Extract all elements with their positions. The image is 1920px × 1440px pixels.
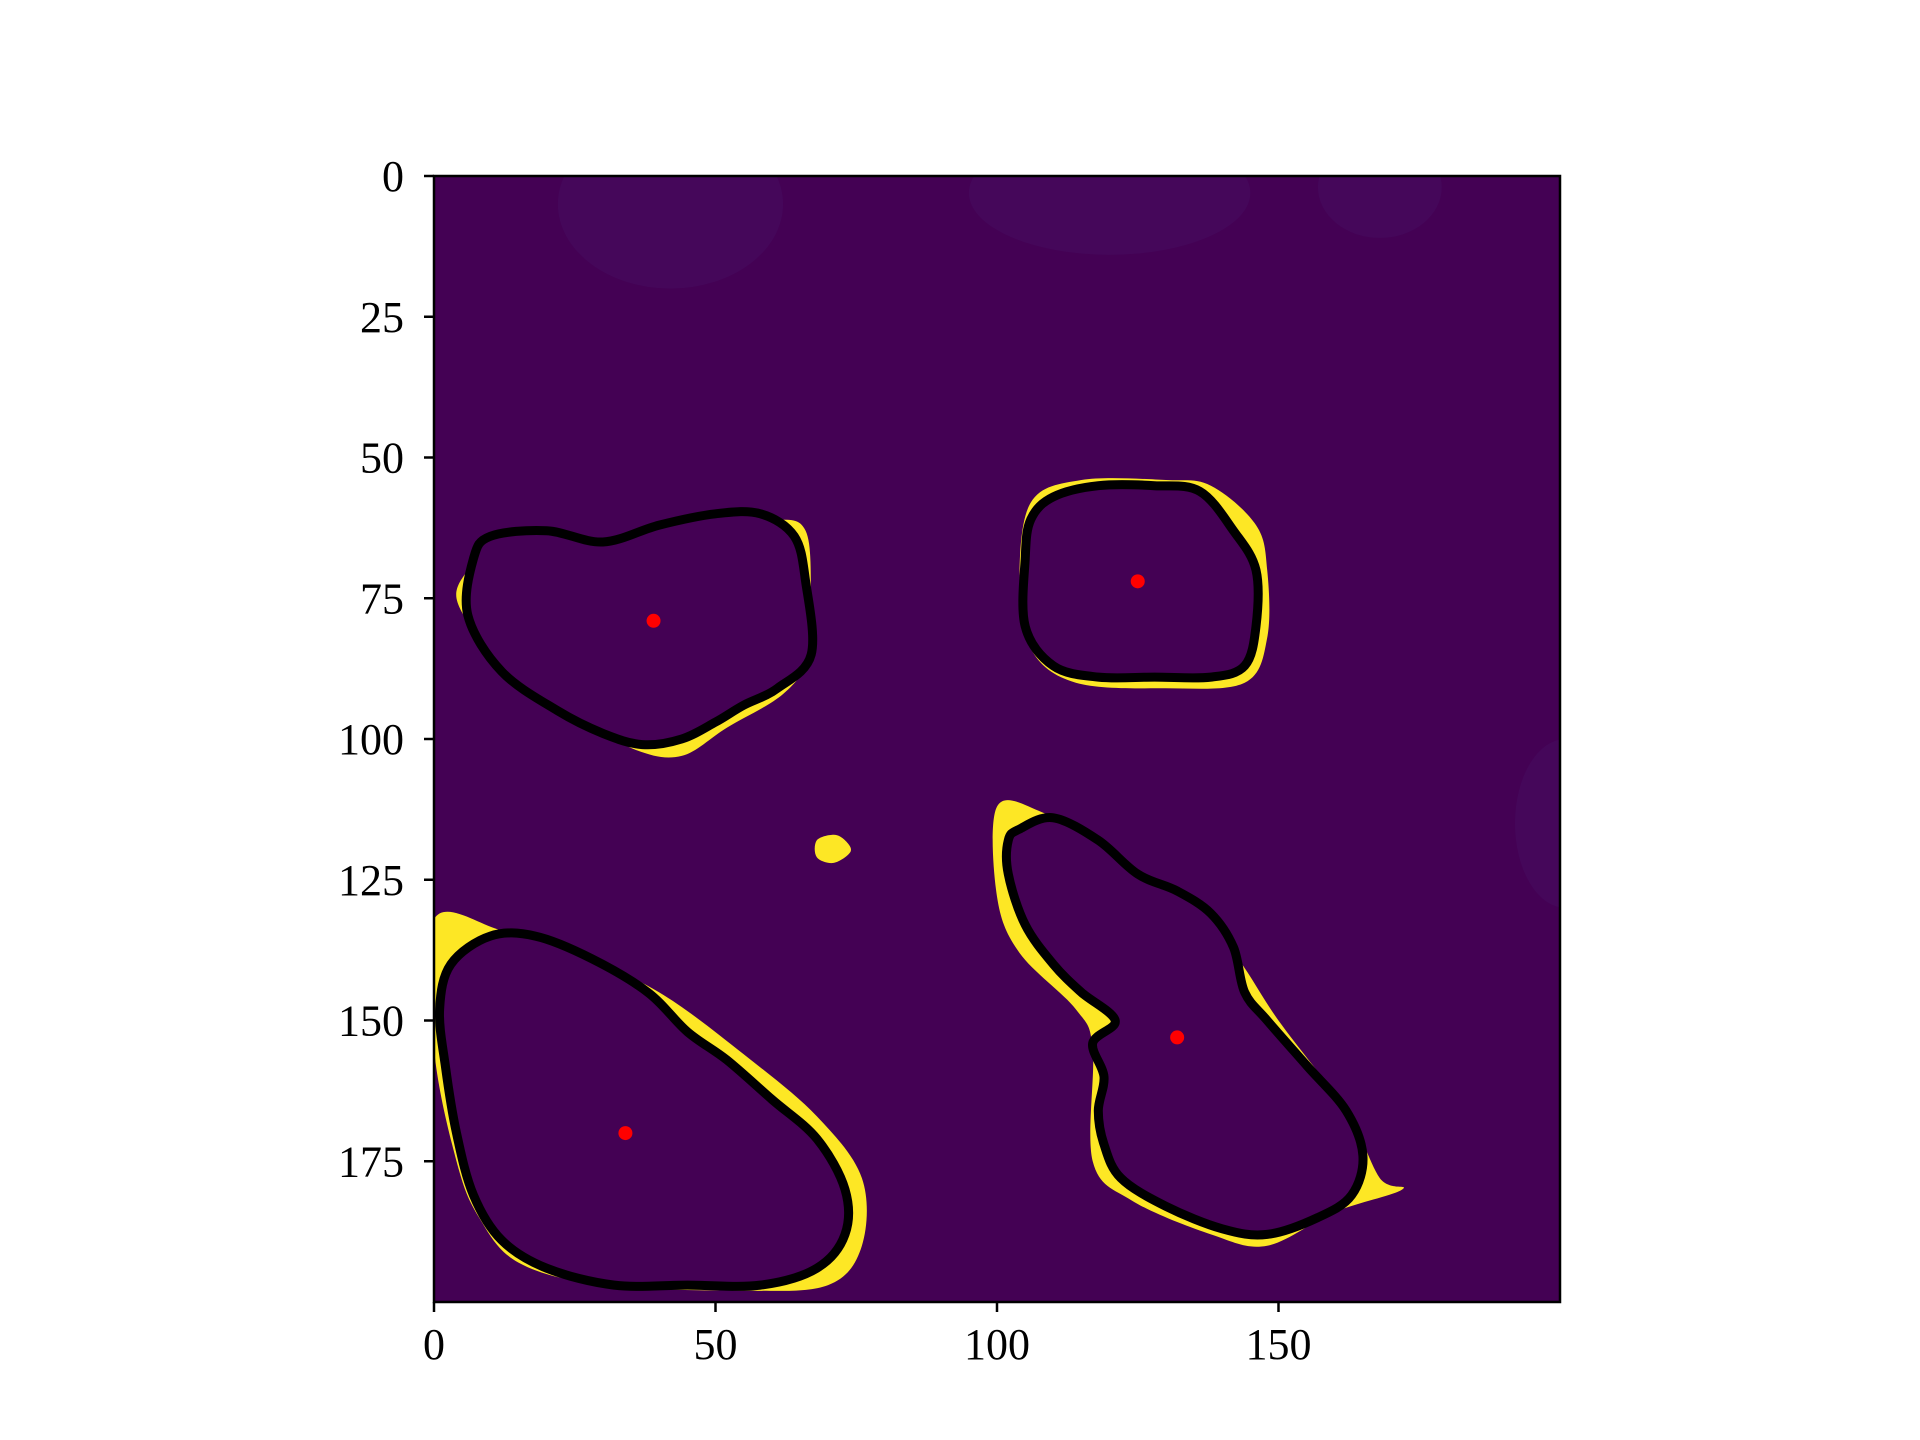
y-tick-label: 50 [360, 434, 404, 483]
y-tick-label: 25 [360, 293, 404, 342]
x-tick-label: 50 [694, 1320, 738, 1369]
y-tick-label: 0 [382, 152, 404, 201]
faint-region-3 [1317, 176, 1442, 238]
contour-line-2 [1018, 480, 1263, 683]
centroid-point-3 [618, 1126, 633, 1141]
centroid-point-4 [1170, 1030, 1185, 1045]
mask-interior-3 [439, 932, 849, 1287]
contour-line-1 [461, 507, 818, 750]
centroid-point-2 [1130, 574, 1145, 589]
faint-region-1 [557, 176, 784, 289]
x-tick-label: 100 [964, 1320, 1030, 1369]
contour-line-3 [434, 928, 854, 1291]
y-tick-label: 125 [338, 856, 404, 905]
contour-line-4 [1002, 813, 1368, 1240]
mask-region-5 [814, 834, 852, 864]
x-axis: 0 50 100 150 [423, 1302, 1312, 1369]
y-tick-label: 75 [360, 574, 404, 623]
y-tick-label: 100 [338, 715, 404, 764]
centroid-point-1 [646, 613, 661, 628]
faint-region-4 [1514, 739, 1560, 908]
x-tick-label: 150 [1246, 1320, 1312, 1369]
faint-region-2 [968, 176, 1251, 255]
heatmap-image [434, 176, 1560, 1291]
y-tick-label: 175 [338, 1137, 404, 1186]
mask-interior-1 [466, 511, 813, 745]
x-tick-label: 0 [423, 1320, 445, 1369]
y-axis: 0 25 50 75 100 125 150 175 [338, 152, 434, 1186]
y-tick-label: 150 [338, 997, 404, 1046]
mask-interior-4 [1006, 817, 1364, 1236]
